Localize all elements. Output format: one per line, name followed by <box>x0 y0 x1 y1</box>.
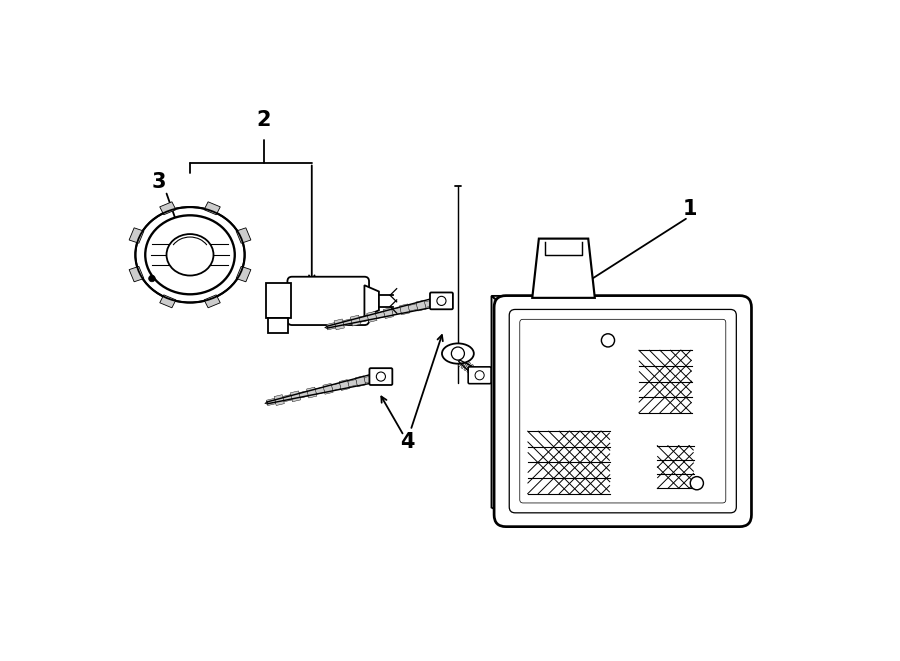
FancyBboxPatch shape <box>266 284 291 319</box>
Polygon shape <box>359 315 368 323</box>
Polygon shape <box>265 402 267 404</box>
Polygon shape <box>461 360 468 369</box>
Polygon shape <box>467 364 473 373</box>
FancyBboxPatch shape <box>657 446 694 488</box>
Polygon shape <box>364 286 379 317</box>
Circle shape <box>376 372 385 381</box>
Polygon shape <box>372 372 382 383</box>
Polygon shape <box>159 202 176 215</box>
Polygon shape <box>392 307 401 315</box>
Ellipse shape <box>166 234 213 276</box>
Polygon shape <box>457 358 463 364</box>
Polygon shape <box>469 367 474 372</box>
Polygon shape <box>307 387 317 398</box>
Circle shape <box>452 347 464 360</box>
FancyBboxPatch shape <box>639 350 691 412</box>
Polygon shape <box>339 379 349 391</box>
FancyBboxPatch shape <box>468 367 491 383</box>
Polygon shape <box>425 300 434 307</box>
Polygon shape <box>464 363 468 368</box>
Polygon shape <box>367 311 377 323</box>
Polygon shape <box>315 387 325 395</box>
Polygon shape <box>532 239 595 298</box>
Polygon shape <box>457 360 460 362</box>
Polygon shape <box>432 296 443 307</box>
Polygon shape <box>356 376 365 387</box>
Polygon shape <box>472 369 477 374</box>
Polygon shape <box>416 300 426 311</box>
Polygon shape <box>491 296 740 307</box>
Text: 1: 1 <box>683 199 698 219</box>
FancyBboxPatch shape <box>287 277 369 325</box>
Ellipse shape <box>442 344 473 364</box>
Circle shape <box>148 275 155 282</box>
Circle shape <box>436 296 446 305</box>
Polygon shape <box>470 366 476 375</box>
FancyBboxPatch shape <box>527 431 610 494</box>
Text: 4: 4 <box>400 432 415 452</box>
Circle shape <box>601 334 615 347</box>
Polygon shape <box>323 383 333 394</box>
Polygon shape <box>266 399 275 406</box>
Polygon shape <box>343 319 352 326</box>
Polygon shape <box>325 327 327 328</box>
Polygon shape <box>458 358 464 367</box>
Polygon shape <box>268 319 288 332</box>
Polygon shape <box>204 295 220 308</box>
Polygon shape <box>274 395 284 405</box>
Polygon shape <box>129 266 144 282</box>
Ellipse shape <box>145 215 235 294</box>
FancyBboxPatch shape <box>369 368 392 385</box>
FancyBboxPatch shape <box>494 295 752 527</box>
Polygon shape <box>331 383 341 391</box>
Polygon shape <box>159 295 176 308</box>
Polygon shape <box>291 391 301 402</box>
Polygon shape <box>334 319 345 330</box>
Polygon shape <box>236 266 251 282</box>
Polygon shape <box>475 370 482 379</box>
Polygon shape <box>350 315 361 326</box>
Polygon shape <box>472 368 480 377</box>
Polygon shape <box>375 311 385 319</box>
Text: 3: 3 <box>152 173 166 192</box>
Polygon shape <box>466 365 471 370</box>
Polygon shape <box>400 304 410 315</box>
Polygon shape <box>464 362 471 371</box>
Circle shape <box>690 477 704 490</box>
Polygon shape <box>204 202 220 215</box>
Polygon shape <box>347 379 357 387</box>
FancyBboxPatch shape <box>430 292 453 309</box>
Circle shape <box>475 371 484 380</box>
Polygon shape <box>129 228 144 243</box>
Polygon shape <box>491 296 506 515</box>
Polygon shape <box>408 304 418 311</box>
Polygon shape <box>299 391 309 398</box>
Polygon shape <box>283 395 292 402</box>
Polygon shape <box>475 371 480 377</box>
Polygon shape <box>461 361 465 366</box>
Text: 2: 2 <box>256 110 271 130</box>
Polygon shape <box>364 375 374 383</box>
Polygon shape <box>236 228 251 243</box>
Ellipse shape <box>135 207 245 303</box>
Polygon shape <box>383 307 393 319</box>
Polygon shape <box>327 323 336 330</box>
